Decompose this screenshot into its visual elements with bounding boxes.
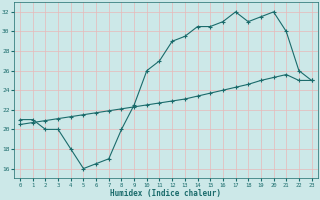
X-axis label: Humidex (Indice chaleur): Humidex (Indice chaleur) bbox=[110, 189, 221, 198]
